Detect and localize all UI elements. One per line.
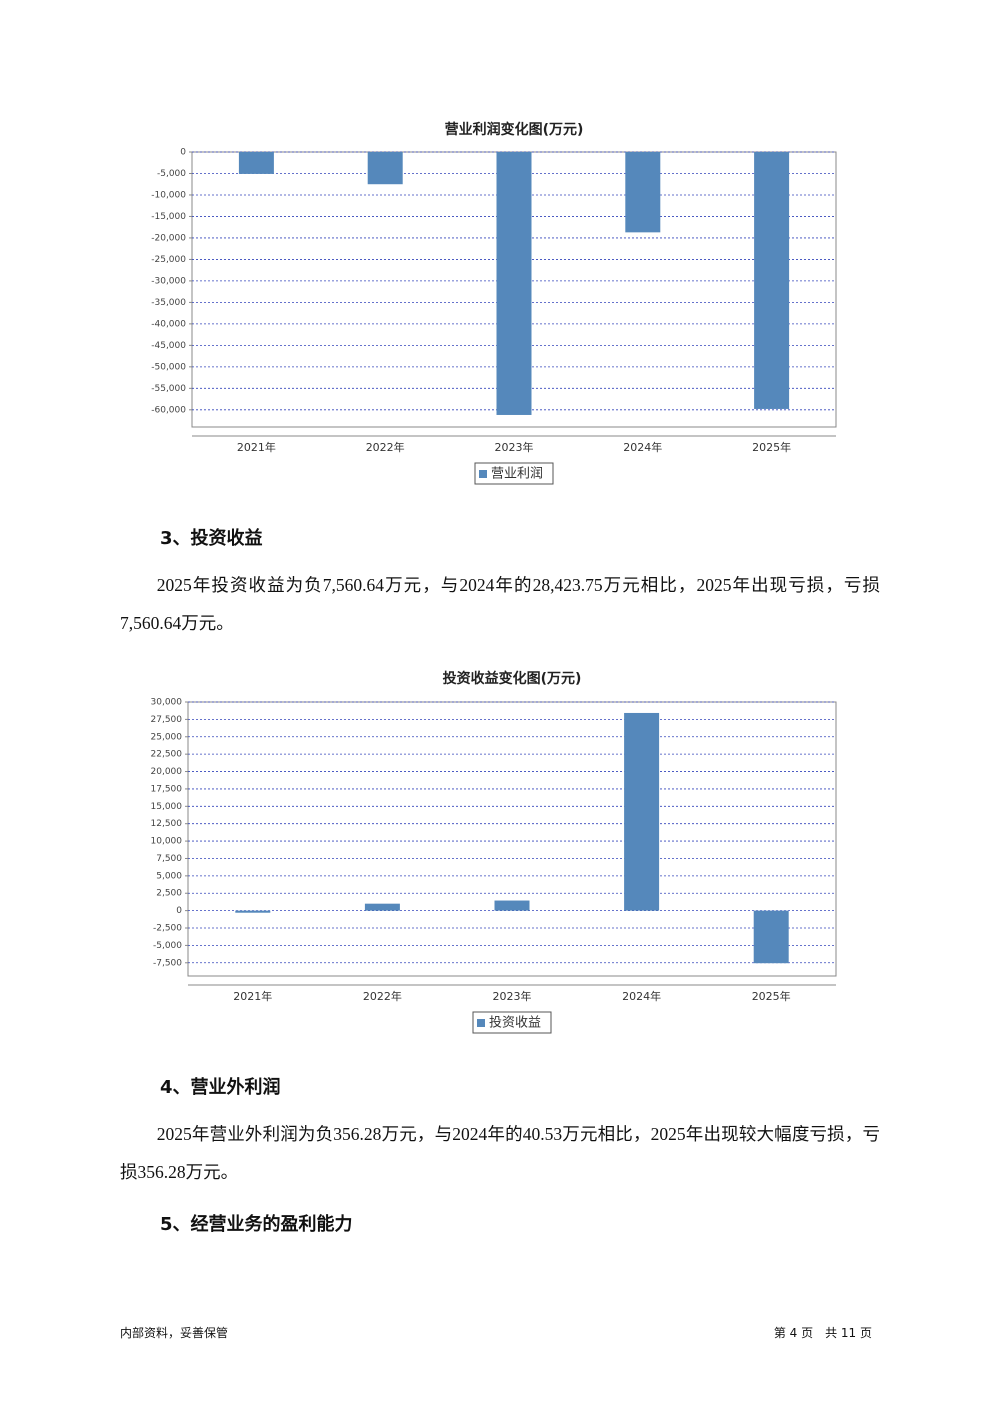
bar	[235, 910, 271, 913]
bar	[496, 152, 532, 415]
footer-left: 内部资料，妥善保管	[120, 1326, 229, 1340]
y-tick-label: 7,500	[156, 854, 182, 864]
x-tick-label: 2021年	[237, 440, 276, 454]
x-tick-label: 2025年	[752, 440, 791, 454]
x-tick-label: 2025年	[752, 989, 791, 1003]
section-heading: 3、投资收益	[160, 528, 263, 549]
y-tick-label: 10,000	[151, 837, 183, 847]
legend-label: 营业利润	[491, 467, 543, 482]
chart-title: 投资收益变化图(万元)	[443, 670, 582, 687]
paragraph: 2025年投资收益为负7,560.64万元，与2024年的28,423.75万元…	[120, 575, 880, 633]
bar	[364, 903, 400, 911]
y-tick-label: 0	[176, 906, 182, 916]
y-tick-label: 20,000	[151, 767, 183, 777]
legend-box	[472, 1011, 552, 1034]
y-tick-label: -40,000	[151, 319, 186, 329]
legend-box	[474, 462, 554, 485]
x-tick-label: 2023年	[493, 989, 532, 1003]
y-tick-label: -7,500	[153, 958, 182, 968]
y-tick-label: 30,000	[151, 698, 183, 708]
y-tick-label: 0	[180, 148, 186, 158]
y-tick-label: 2,500	[156, 889, 182, 899]
y-tick-label: 5,000	[156, 871, 182, 881]
chart: 投资收益变化图(万元) 30,000 27,500 25,000 22,500 20,00…	[151, 670, 837, 1034]
x-tick-label: 2023年	[495, 440, 534, 454]
bar	[625, 152, 661, 233]
y-tick-label: -15,000	[151, 212, 186, 222]
x-tick-label: 2024年	[623, 440, 662, 454]
section-heading: 5、经营业务的盈利能力	[160, 1214, 353, 1235]
footer-right: 第 4 页 共 11 页	[773, 1326, 872, 1340]
plot-area	[187, 701, 837, 977]
y-tick-label: -10,000	[151, 190, 186, 200]
x-tick-label: 2021年	[233, 989, 272, 1003]
y-tick-label: 25,000	[151, 732, 183, 742]
bar	[754, 152, 790, 409]
y-tick-label: -5,000	[153, 941, 182, 951]
y-tick-label: 12,500	[151, 819, 183, 829]
y-tick-label: -60,000	[151, 405, 186, 415]
x-tick-label: 2022年	[366, 440, 405, 454]
y-tick-label: 15,000	[151, 802, 183, 812]
chart-title: 营业利润变化图(万元)	[445, 121, 584, 138]
chart: 营业利润变化图(万元) 0 -5,000 -10,000 -15,000 -20,000 -…	[151, 121, 837, 485]
y-tick-label: -2,500	[153, 924, 182, 934]
legend-swatch	[479, 470, 487, 478]
bar	[494, 900, 530, 911]
y-tick-label: -45,000	[151, 341, 186, 351]
x-tick-label: 2024年	[622, 989, 661, 1003]
y-tick-label: 22,500	[151, 750, 183, 760]
y-tick-label: 17,500	[151, 784, 183, 794]
bar	[238, 152, 274, 174]
y-tick-label: -20,000	[151, 233, 186, 243]
y-tick-label: -35,000	[151, 298, 186, 308]
paragraph: 2025年营业外利润为负356.28万元，与2024年的40.53万元相比，20…	[120, 1124, 880, 1182]
y-tick-label: -50,000	[151, 362, 186, 372]
legend-label: 投资收益	[489, 1015, 541, 1031]
y-tick-label: -5,000	[157, 169, 186, 179]
bar	[753, 910, 789, 964]
y-tick-label: -25,000	[151, 255, 186, 265]
section-heading: 4、营业外利润	[160, 1077, 281, 1098]
y-tick-label: -30,000	[151, 276, 186, 286]
y-tick-label: 27,500	[151, 715, 183, 725]
legend-swatch	[477, 1019, 485, 1027]
bar	[624, 712, 660, 911]
y-tick-label: -55,000	[151, 384, 186, 394]
bar	[367, 152, 403, 185]
x-tick-label: 2022年	[363, 989, 402, 1003]
